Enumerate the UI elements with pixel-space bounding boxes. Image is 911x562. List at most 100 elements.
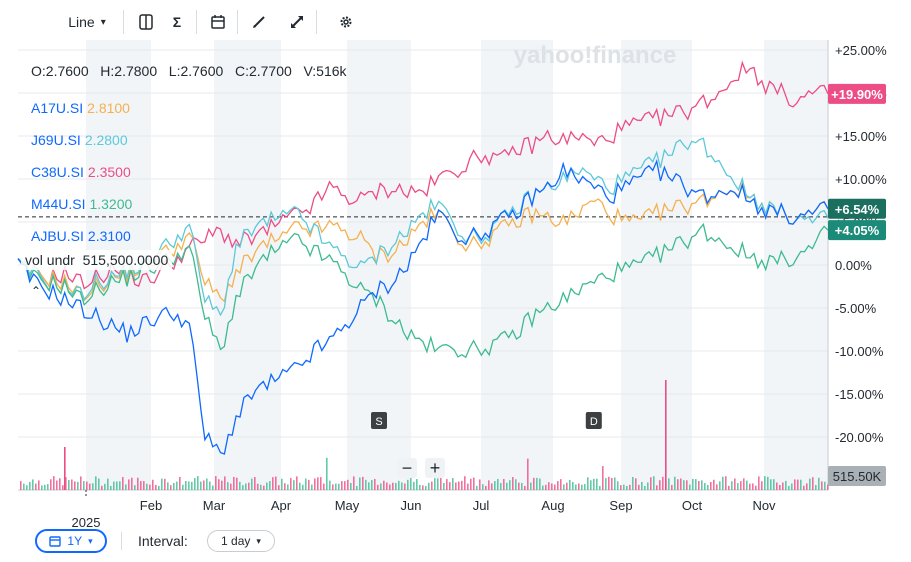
volume-bar — [719, 481, 721, 490]
volume-bar — [407, 479, 409, 490]
volume-bar — [338, 483, 340, 490]
last-value-badge-text: +4.05% — [835, 223, 880, 238]
legend-item[interactable]: C38U.SI 2.3500 — [31, 156, 132, 188]
volume-bar — [266, 482, 268, 490]
y-tick-label: 0.00% — [835, 258, 872, 273]
volume-bar — [20, 481, 22, 490]
volume-bar — [623, 484, 625, 490]
settings-gear-icon[interactable] — [336, 10, 356, 34]
events-calendar-icon[interactable] — [208, 10, 228, 34]
legend-item[interactable]: M44U.SI 1.3200 — [31, 188, 132, 220]
volume-bar — [509, 480, 511, 490]
legend-item[interactable]: AJBU.SI 2.3100 — [31, 220, 132, 252]
legend-symbol[interactable]: J69U.SI — [31, 132, 81, 148]
volume-bar — [128, 479, 130, 490]
volume-bar — [731, 481, 733, 490]
volume-bar — [638, 484, 640, 490]
volume-bar — [188, 481, 190, 490]
fullscreen-icon[interactable] — [287, 10, 307, 34]
x-tick-label: Apr — [271, 498, 292, 513]
volume-bar — [110, 485, 112, 490]
volume-bar — [26, 485, 28, 490]
y-tick-label: -10.00% — [835, 344, 884, 359]
volume-bar — [533, 477, 535, 490]
volume-bar — [329, 480, 331, 490]
legend-value: 1.3200 — [89, 196, 133, 212]
volume-bar — [197, 476, 199, 490]
volume-bar — [389, 484, 391, 490]
volume-bar — [443, 482, 445, 490]
volume-bar — [572, 481, 574, 490]
volume-bar — [791, 483, 793, 490]
volume-bar — [365, 479, 367, 490]
volume-bar — [101, 485, 103, 490]
collapse-legend-icon[interactable]: ⌃ — [31, 284, 42, 298]
legend-symbol[interactable]: AJBU.SI — [31, 228, 84, 244]
volume-bar — [665, 380, 667, 490]
volume-bar — [536, 477, 538, 490]
volume-bar — [317, 477, 319, 490]
zoom-in-button[interactable]: + — [425, 458, 445, 478]
volume-bar — [473, 477, 475, 490]
volume-bar — [662, 476, 664, 490]
volume-badge-text: 515.50K — [833, 469, 882, 484]
zoom-out-button[interactable]: − — [397, 458, 417, 478]
volume-bar — [626, 485, 628, 490]
ohlc-readout: O:2.7600 H:2.7800 L:2.7600 C:2.7700 V:51… — [31, 63, 347, 79]
volume-bar — [353, 476, 355, 490]
legend-symbol[interactable]: A17U.SI — [31, 100, 84, 116]
indicators-icon[interactable]: Σ — [172, 14, 182, 30]
legend-symbol[interactable]: C38U.SI — [31, 164, 84, 180]
volume-bar — [86, 481, 88, 490]
volume-bar — [350, 482, 352, 490]
legend-value: 2.3500 — [87, 164, 131, 180]
volume-bar — [368, 482, 370, 490]
volume-bar — [89, 483, 91, 490]
volume-bar — [521, 482, 523, 490]
volume-bar — [335, 483, 337, 490]
legend-item[interactable]: J69U.SI 2.2800 — [31, 124, 132, 156]
volume-bar — [245, 483, 247, 490]
volume-bar — [326, 457, 328, 490]
volume-bar — [107, 478, 109, 490]
volume-bar — [566, 482, 568, 490]
volume-bar — [398, 480, 400, 490]
chart-type-dropdown[interactable]: Line ▾ — [62, 10, 112, 34]
volume-bar — [23, 483, 25, 490]
volume-bar — [242, 485, 244, 490]
legend-item[interactable]: A17U.SI 2.8100 — [31, 92, 132, 124]
volume-bar — [698, 480, 700, 490]
volume-bar — [362, 476, 364, 490]
x-tick-label: May — [335, 498, 360, 513]
compare-icon[interactable] — [136, 10, 156, 34]
volume-bar — [410, 477, 412, 490]
volume-bar — [284, 483, 286, 490]
calendar-icon — [49, 536, 62, 547]
volume-bar — [713, 479, 715, 490]
volume-bar — [794, 479, 796, 490]
interval-dropdown[interactable]: 1 day ▾ — [207, 530, 275, 552]
volume-bar — [569, 479, 571, 490]
volume-legend: vol undr 515,500.0000 — [21, 250, 173, 270]
volume-bar — [320, 477, 322, 490]
volume-bar — [755, 485, 757, 490]
volume-bar — [77, 481, 79, 490]
x-tick-label: Feb — [140, 498, 162, 513]
volume-bar — [596, 478, 598, 490]
volume-bar — [761, 481, 763, 490]
last-value-badge-text: +19.90% — [831, 87, 883, 102]
volume-bar — [125, 484, 127, 490]
volume-bar — [527, 458, 529, 490]
volume-bar — [575, 484, 577, 490]
x-tick-label: Aug — [541, 498, 564, 513]
x-tick-label: Mar — [203, 498, 226, 513]
draw-icon[interactable] — [249, 10, 269, 34]
legend-symbol[interactable]: M44U.SI — [31, 196, 86, 212]
volume-bar — [431, 481, 433, 490]
volume-bar — [269, 481, 271, 490]
interval-value: 1 day — [221, 534, 251, 548]
range-selector-button[interactable]: 1Y ▾ — [35, 529, 107, 553]
volume-bar — [587, 477, 589, 490]
